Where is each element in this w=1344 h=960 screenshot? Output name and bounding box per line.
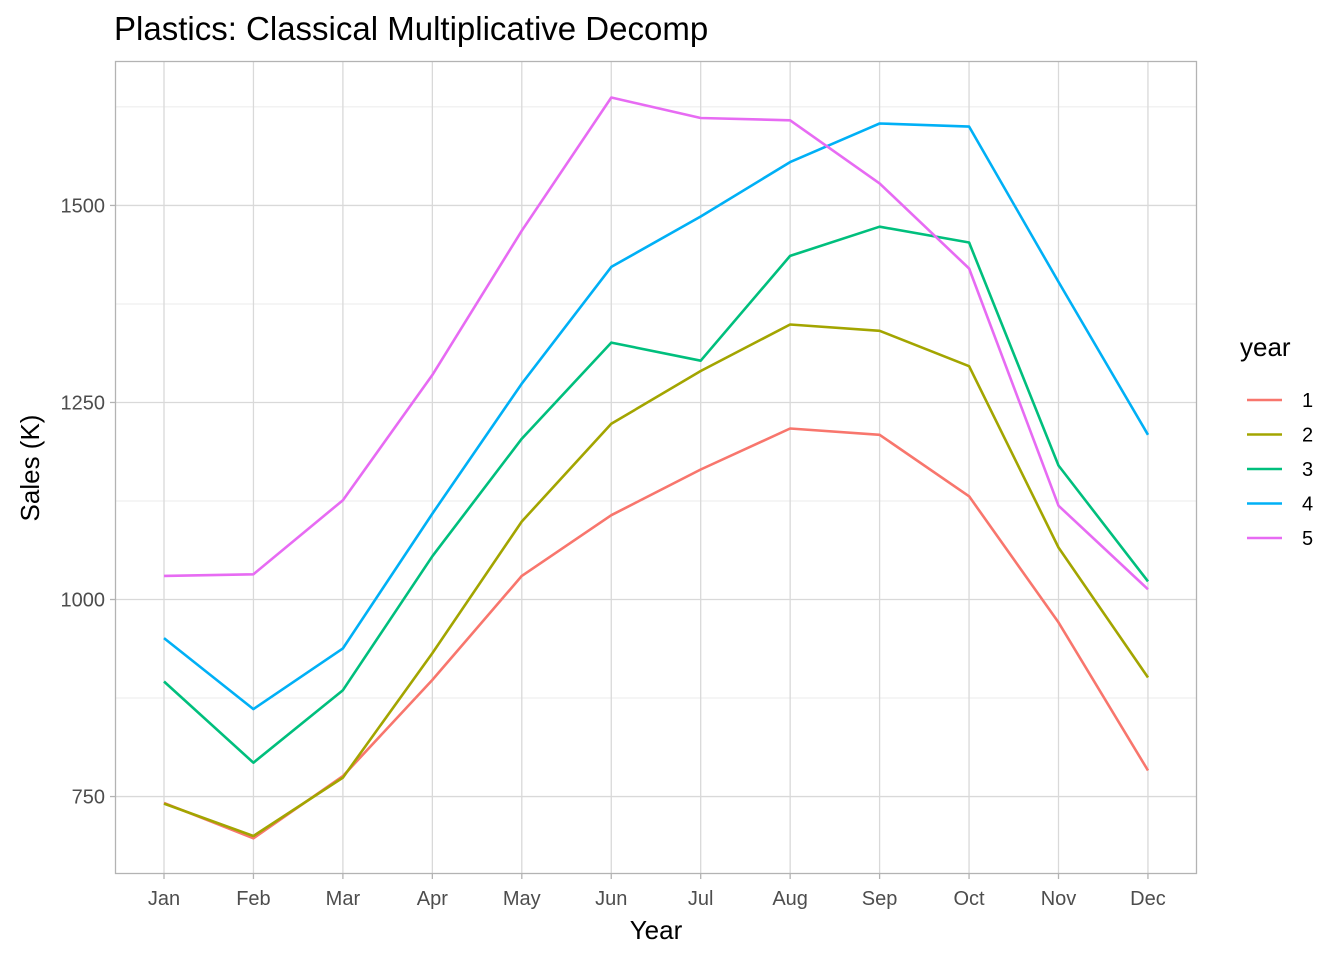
series-line-year-2 (163, 323, 1150, 838)
x-tick-label: Jan (148, 888, 180, 910)
y-tick-label: 1500 (61, 195, 106, 217)
x-tick-label: Apr (417, 888, 448, 910)
y-tick-label: 1250 (61, 392, 106, 414)
legend: year 1 2 3 4 5 (1240, 332, 1313, 550)
x-axis-title: Year (630, 915, 683, 945)
x-tick-label: Sep (862, 888, 898, 910)
chart-title: Plastics: Classical Multiplicative Decom… (114, 10, 708, 47)
series-line-year-4 (163, 122, 1150, 711)
y-axis-title: Sales (K) (15, 415, 45, 522)
legend-label-year-4: 4 (1302, 494, 1313, 516)
legend-label-year-3: 3 (1302, 459, 1313, 481)
legend-label-year-1: 1 (1302, 390, 1313, 412)
x-tick-labels: Jan Feb Mar Apr May Jun Jul Aug Sep Oct Nov Dec (148, 888, 1166, 910)
legend-label-year-5: 5 (1302, 528, 1313, 550)
plot-panel-border (114, 60, 1198, 875)
x-tick-label: Feb (236, 888, 270, 910)
legend-label-year-2: 2 (1302, 425, 1313, 447)
x-tick-label: Oct (953, 888, 985, 910)
legend-title: year (1240, 332, 1291, 362)
series-line-year-5 (163, 96, 1149, 591)
x-tick-label: Nov (1041, 888, 1077, 910)
grid-major (116, 62, 1196, 873)
x-tick-label: Mar (326, 888, 361, 910)
x-tick-label: Aug (772, 888, 808, 910)
x-tick-label: Jun (595, 888, 627, 910)
series-line-year-1 (163, 427, 1150, 840)
series-line-year-3 (163, 225, 1150, 765)
x-tick-label: Dec (1130, 888, 1166, 910)
series-lines (163, 96, 1150, 840)
x-tick-label: May (503, 888, 541, 910)
axis-ticks (110, 204, 1149, 879)
legend-items: 1 2 3 4 5 (1247, 390, 1313, 550)
y-tick-labels: 750 1000 1250 1500 (61, 195, 106, 808)
y-tick-label: 750 (72, 787, 105, 809)
x-tick-label: Jul (688, 888, 714, 910)
y-tick-label: 1000 (61, 590, 106, 612)
